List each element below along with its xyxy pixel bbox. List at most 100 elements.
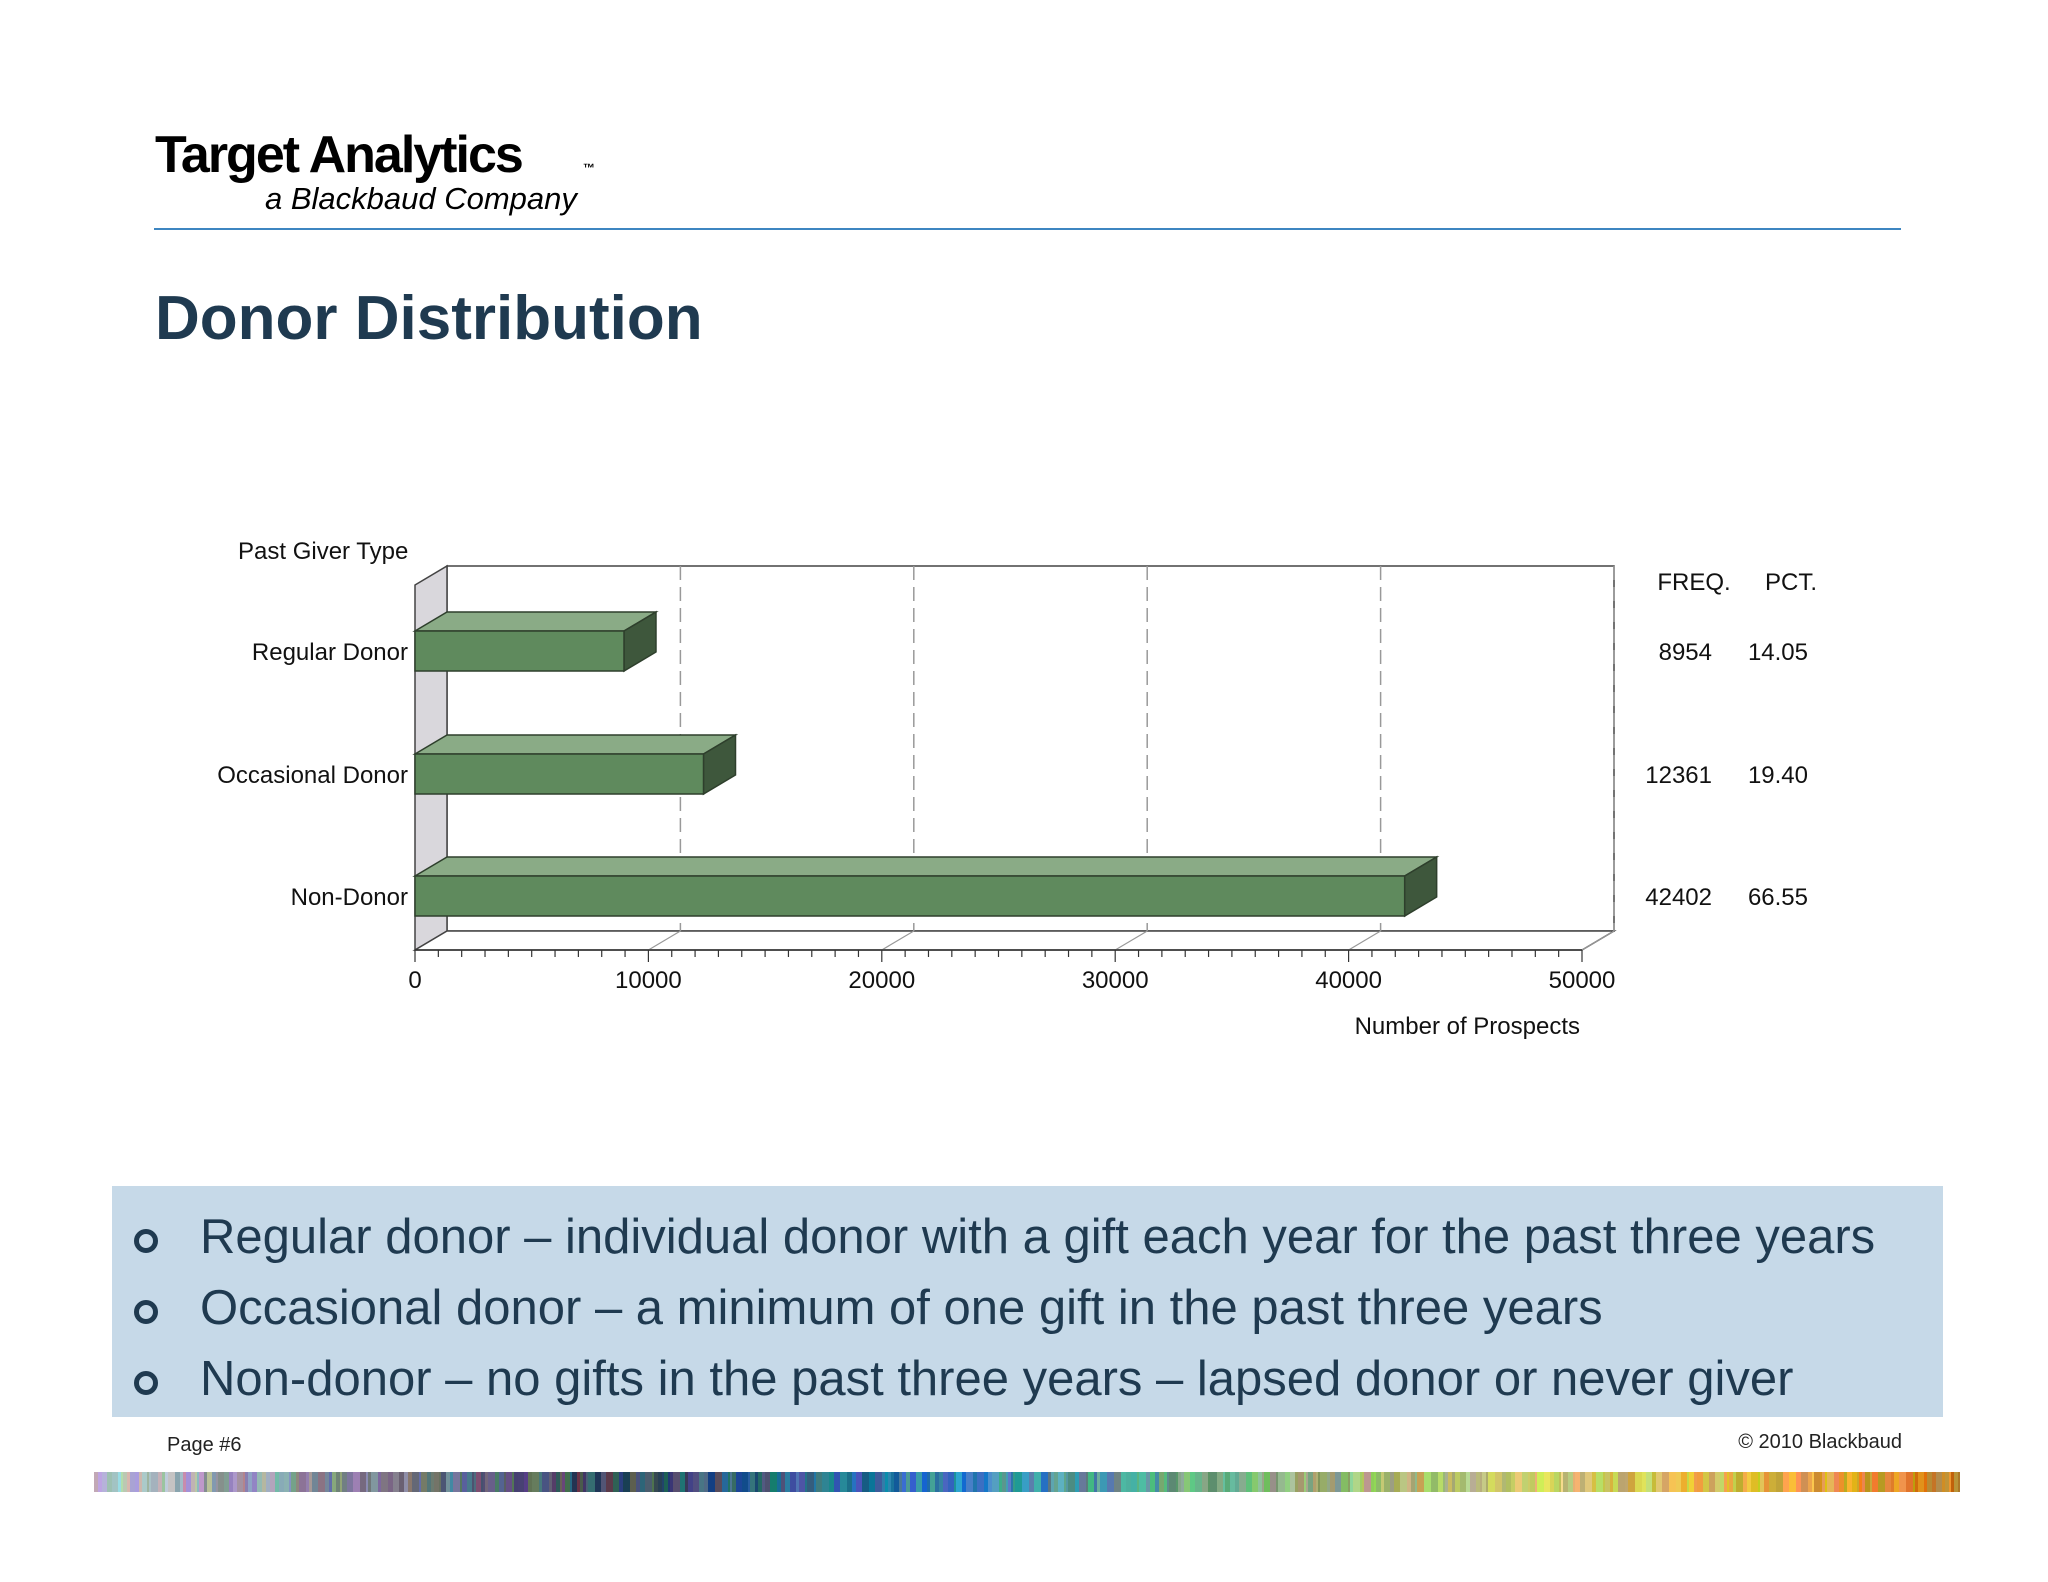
strip-segment bbox=[988, 1472, 992, 1492]
strip-segment bbox=[289, 1472, 291, 1492]
pct-header: PCT. bbox=[1765, 569, 1817, 596]
strip-segment bbox=[539, 1472, 542, 1492]
strip-segment bbox=[1827, 1472, 1834, 1492]
strip-segment bbox=[1167, 1472, 1169, 1492]
strip-segment bbox=[149, 1472, 151, 1492]
freq-value: 42402 bbox=[1645, 884, 1712, 911]
strip-segment bbox=[439, 1472, 441, 1492]
strip-segment bbox=[1350, 1472, 1353, 1492]
strip-segment bbox=[266, 1472, 270, 1492]
strip-segment bbox=[1820, 1472, 1822, 1492]
strip-segment bbox=[1942, 1472, 1945, 1492]
strip-segment bbox=[1502, 1472, 1506, 1492]
strip-segment bbox=[1374, 1472, 1376, 1492]
strip-segment bbox=[984, 1472, 988, 1492]
strip-segment bbox=[1596, 1472, 1603, 1492]
strip-segment bbox=[1751, 1472, 1758, 1492]
decorative-color-strip bbox=[94, 1472, 1960, 1492]
strip-segment bbox=[1625, 1472, 1628, 1492]
x-axis-title: Number of Prospects bbox=[1355, 1013, 1580, 1040]
strip-segment bbox=[1476, 1472, 1480, 1492]
strip-segment bbox=[476, 1472, 481, 1492]
strip-segment bbox=[922, 1472, 927, 1492]
strip-segment bbox=[977, 1472, 984, 1492]
strip-segment bbox=[572, 1472, 577, 1492]
strip-segment bbox=[613, 1472, 619, 1492]
strip-segment bbox=[1480, 1472, 1482, 1492]
strip-segment bbox=[715, 1472, 722, 1492]
strip-segment bbox=[318, 1472, 325, 1492]
strip-segment bbox=[916, 1472, 922, 1492]
strip-segment bbox=[381, 1472, 388, 1492]
strip-segment bbox=[704, 1472, 708, 1492]
strip-segment bbox=[1252, 1472, 1258, 1492]
strip-segment bbox=[1088, 1472, 1094, 1492]
strip-segment bbox=[1295, 1472, 1298, 1492]
strip-segment bbox=[404, 1472, 408, 1492]
strip-segment bbox=[1390, 1472, 1394, 1492]
strip-segment bbox=[1613, 1472, 1618, 1492]
strip-segment bbox=[1951, 1472, 1954, 1492]
category-label: Occasional Donor bbox=[217, 762, 408, 789]
strip-segment bbox=[1789, 1472, 1796, 1492]
strip-segment bbox=[1899, 1472, 1906, 1492]
strip-segment bbox=[1801, 1472, 1808, 1492]
strip-segment bbox=[902, 1472, 906, 1492]
strip-segment bbox=[636, 1472, 640, 1492]
strip-segment bbox=[664, 1472, 668, 1492]
strip-segment bbox=[275, 1472, 279, 1492]
strip-segment bbox=[1715, 1472, 1720, 1492]
strip-segment bbox=[1915, 1472, 1918, 1492]
strip-segment bbox=[1859, 1472, 1862, 1492]
strip-segment bbox=[1176, 1472, 1178, 1492]
floor-gridline bbox=[1348, 930, 1381, 951]
strip-segment bbox=[472, 1472, 474, 1492]
strip-segment bbox=[1330, 1472, 1335, 1492]
strip-segment bbox=[1013, 1472, 1015, 1492]
strip-segment bbox=[514, 1472, 518, 1492]
strip-segment bbox=[1515, 1472, 1522, 1492]
strip-segment bbox=[814, 1472, 816, 1492]
strip-segment bbox=[1239, 1472, 1246, 1492]
strip-segment bbox=[943, 1472, 948, 1492]
strip-segment bbox=[939, 1472, 943, 1492]
strip-segment bbox=[1015, 1472, 1022, 1492]
strip-segment bbox=[1727, 1472, 1729, 1492]
strip-segment bbox=[1097, 1472, 1100, 1492]
strip-segment bbox=[1736, 1472, 1743, 1492]
strip-segment bbox=[777, 1472, 781, 1492]
strip-segment bbox=[1320, 1472, 1327, 1492]
floor-gridline bbox=[648, 930, 681, 951]
strip-segment bbox=[1306, 1472, 1308, 1492]
x-tick-label: 30000 bbox=[1082, 967, 1149, 994]
strip-segment bbox=[1190, 1472, 1195, 1492]
strip-segment bbox=[680, 1472, 685, 1492]
strip-segment bbox=[1011, 1472, 1013, 1492]
strip-segment bbox=[1202, 1472, 1208, 1492]
strip-segment bbox=[1443, 1472, 1445, 1492]
strip-segment bbox=[1486, 1472, 1488, 1492]
strip-segment bbox=[467, 1472, 472, 1492]
strip-segment bbox=[1669, 1472, 1676, 1492]
strip-segment bbox=[488, 1472, 495, 1492]
strip-segment bbox=[1603, 1472, 1605, 1492]
strip-segment bbox=[1262, 1472, 1264, 1492]
strip-segment bbox=[1466, 1472, 1470, 1492]
strip-segment bbox=[1628, 1472, 1635, 1492]
floor-gridline bbox=[881, 930, 915, 951]
strip-segment bbox=[1139, 1472, 1146, 1492]
chart-x-axis: 0 10000 20000 30000 40000 50000 bbox=[408, 949, 1616, 994]
pct-value: 14.05 bbox=[1748, 639, 1808, 666]
strip-segment bbox=[421, 1472, 427, 1492]
strip-segment bbox=[1066, 1472, 1068, 1492]
strip-segment bbox=[1327, 1472, 1330, 1492]
strip-segment bbox=[856, 1472, 862, 1492]
strip-segment bbox=[1949, 1472, 1951, 1492]
strip-segment bbox=[1121, 1472, 1126, 1492]
x-tick-label: 10000 bbox=[615, 967, 682, 994]
bar-top bbox=[412, 611, 659, 632]
strip-segment bbox=[1760, 1472, 1764, 1492]
x-tick-label: 50000 bbox=[1549, 967, 1616, 994]
strip-segment bbox=[1235, 1472, 1239, 1492]
strip-segment bbox=[218, 1472, 224, 1492]
